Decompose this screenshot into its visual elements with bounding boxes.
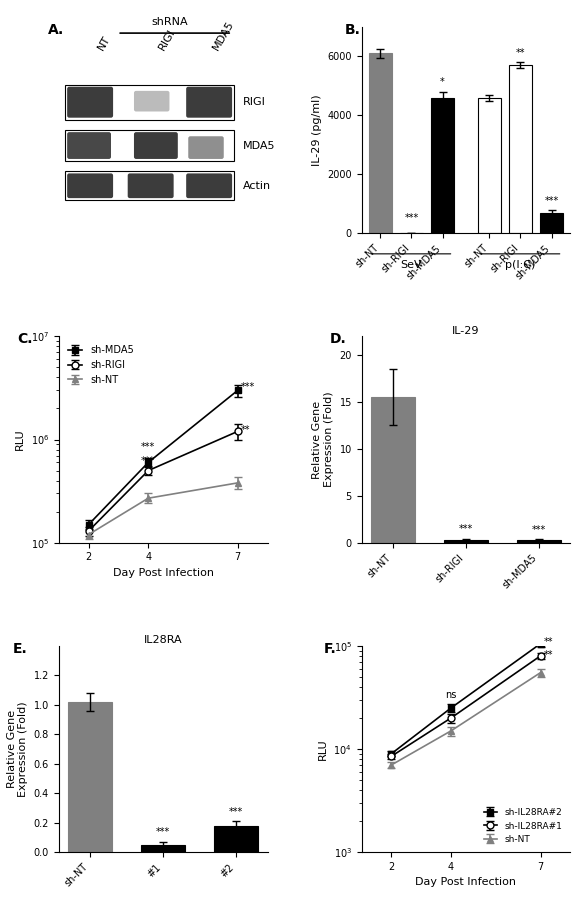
Text: C.: C.: [17, 332, 32, 346]
Bar: [371, 397, 415, 543]
Bar: [517, 540, 561, 543]
Title: IL28RA: IL28RA: [144, 635, 182, 645]
Text: ***: ***: [405, 213, 419, 223]
Text: RIGI: RIGI: [157, 27, 177, 52]
X-axis label: Day Post Infection: Day Post Infection: [113, 568, 213, 578]
Text: **: **: [516, 48, 525, 58]
FancyBboxPatch shape: [186, 87, 232, 118]
Text: NT: NT: [96, 33, 113, 52]
Text: ***: ***: [240, 382, 255, 392]
Text: SeV: SeV: [400, 260, 422, 270]
Text: E.: E.: [13, 641, 28, 656]
Bar: [68, 701, 112, 852]
Text: shRNA: shRNA: [151, 17, 188, 27]
Text: ***: ***: [156, 827, 171, 838]
Bar: [477, 98, 501, 233]
Text: *: *: [440, 77, 445, 87]
Text: A.: A.: [48, 22, 65, 37]
Bar: [369, 54, 392, 233]
Bar: [509, 65, 532, 233]
Text: Actin: Actin: [242, 181, 270, 191]
Text: ***: ***: [532, 525, 546, 535]
FancyBboxPatch shape: [67, 87, 113, 118]
Legend: sh-MDA5, sh-RIGI, sh-NT: sh-MDA5, sh-RIGI, sh-NT: [64, 341, 138, 388]
FancyBboxPatch shape: [67, 132, 111, 159]
Bar: [141, 845, 185, 852]
FancyBboxPatch shape: [67, 173, 113, 198]
Text: D.: D.: [330, 332, 347, 346]
Legend: sh-IL28RA#2, sh-IL28RA#1, sh-NT: sh-IL28RA#2, sh-IL28RA#1, sh-NT: [480, 805, 566, 848]
Bar: [444, 540, 488, 543]
FancyBboxPatch shape: [188, 136, 224, 159]
Text: p(I:C): p(I:C): [505, 260, 536, 270]
X-axis label: Day Post Infection: Day Post Infection: [416, 877, 516, 887]
Text: ***: ***: [544, 196, 559, 205]
FancyBboxPatch shape: [186, 173, 232, 198]
Text: ***: ***: [459, 524, 473, 535]
Bar: [65, 84, 234, 120]
Text: *: *: [449, 703, 453, 714]
Y-axis label: IL-29 (pg/ml): IL-29 (pg/ml): [312, 94, 322, 166]
Bar: [65, 130, 234, 161]
Text: **: **: [240, 424, 250, 434]
Text: RIGI: RIGI: [242, 97, 265, 108]
Title: IL-29: IL-29: [452, 326, 480, 335]
Text: ns: ns: [445, 690, 457, 700]
Bar: [540, 213, 563, 233]
Bar: [431, 98, 455, 233]
Bar: [65, 171, 234, 200]
Text: MDA5: MDA5: [242, 141, 275, 151]
Text: ***: ***: [141, 442, 155, 452]
FancyBboxPatch shape: [128, 173, 173, 198]
Y-axis label: Relative Gene
Expression (Fold): Relative Gene Expression (Fold): [6, 701, 28, 797]
Text: F.: F.: [324, 641, 337, 656]
FancyBboxPatch shape: [134, 132, 178, 159]
Bar: [214, 825, 258, 852]
Text: **: **: [543, 649, 553, 659]
Y-axis label: RLU: RLU: [15, 429, 25, 450]
Text: ***: ***: [141, 456, 155, 466]
Text: MDA5: MDA5: [211, 19, 236, 52]
Text: **: **: [543, 638, 553, 648]
Y-axis label: RLU: RLU: [318, 738, 328, 760]
FancyBboxPatch shape: [134, 91, 169, 111]
Y-axis label: Relative Gene
Expression (Fold): Relative Gene Expression (Fold): [312, 392, 334, 487]
Text: B.: B.: [345, 22, 360, 37]
Text: ***: ***: [229, 806, 243, 817]
